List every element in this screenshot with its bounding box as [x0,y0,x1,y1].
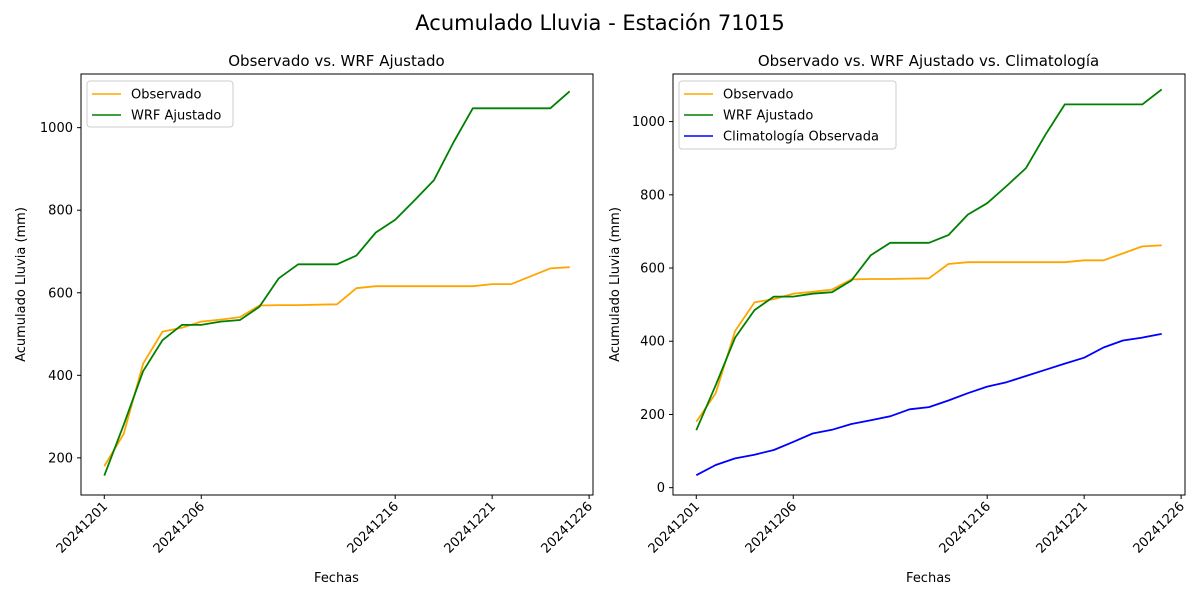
lines-right [695,88,1163,476]
xtick-label: 20241206 [743,499,800,556]
series-line-observado [103,266,570,467]
chart-title-right: Observado vs. WRF Ajustado vs. Climatolo… [758,52,1099,70]
ytick-label: 400 [48,369,73,384]
ylabel-right: Acumulado Lluvia (mm) [608,207,623,362]
ylabel-left: Acumulado Lluvia (mm) [14,207,29,362]
ytick-label: 0 [657,481,665,496]
xtick-label: 20241201 [646,499,703,556]
xlabel-right: Fechas [906,571,951,586]
gridless-axes-left: 200 400 600 800 1000 20241201 20241206 20241216… [40,73,596,557]
ytick-label: 200 [48,451,73,466]
subplot-right: Observado vs. WRF Ajustado vs. Climatolo… [608,52,1188,586]
ytick-label: 600 [48,286,73,301]
xtick-label: 20241221 [1034,499,1091,556]
subplot-left: Observado vs. WRF Ajustado 200 400 600 800 1… [14,52,596,586]
ticks-left: 200 400 600 800 1000 20241201 20241206 20241216… [40,121,596,556]
ytick-label: 1000 [40,121,73,136]
xtick-label: 20241221 [442,499,499,556]
legend-label-wrf-left: WRF Ajustado [131,109,221,124]
ytick-label: 600 [640,262,665,277]
suptitle: Acumulado Lluvia - Estación 71015 [415,11,784,35]
series-line-observado [695,244,1162,423]
ticks-right: 0 200 400 600 800 1000 20241201 20241206 2024121… [632,115,1188,557]
legend-frame-right [678,80,897,150]
ytick-label: 400 [640,335,665,350]
axes-frame-right [672,73,1186,496]
legend-right: Observado WRF Ajustado Climatología Obse… [678,80,897,150]
ytick-label: 1000 [632,115,665,130]
xlabel-left: Fechas [314,571,359,586]
series-line-wrf-ajustado [103,90,571,476]
series-line-climatologia-observada [695,333,1162,476]
legend-frame-left [86,80,234,128]
chart-title-left: Observado vs. WRF Ajustado [228,52,444,70]
ytick-label: 800 [48,204,73,219]
xtick-label: 20241216 [937,499,994,556]
legend-label-observado-left: Observado [131,88,202,103]
xtick-label: 20241206 [151,499,208,556]
series-line-wrf-ajustado [695,88,1163,431]
legend-left: Observado WRF Ajustado [86,80,234,128]
legend-label-climatologia-right: Climatología Observada [723,130,879,145]
lines-left [103,90,571,476]
xtick-label: 20241226 [539,499,596,556]
legend-label-observado-right: Observado [723,88,794,103]
ytick-label: 800 [640,188,665,203]
xtick-label: 20241216 [345,499,402,556]
axes-frame-left [80,73,594,496]
xtick-label: 20241201 [54,499,111,556]
xtick-label: 20241226 [1131,499,1188,556]
ytick-label: 200 [640,408,665,423]
legend-label-wrf-right: WRF Ajustado [723,109,813,124]
